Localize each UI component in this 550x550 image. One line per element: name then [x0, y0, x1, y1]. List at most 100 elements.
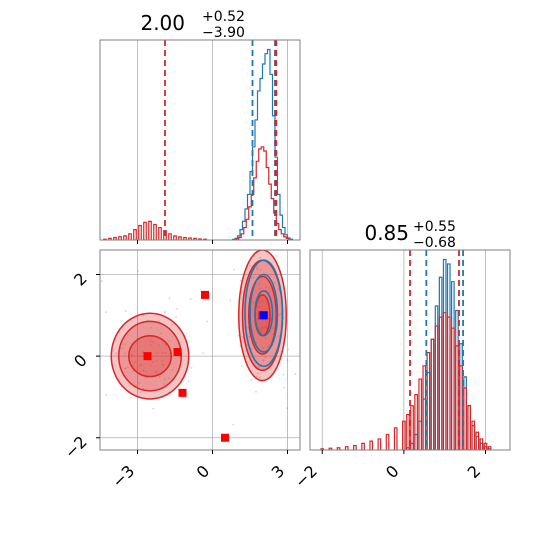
sample-point: [164, 311, 166, 314]
sample-point: [262, 347, 264, 350]
sample-point: [142, 387, 145, 390]
sample-point: [152, 341, 154, 344]
sample-point: [121, 347, 124, 350]
sample-point: [139, 364, 141, 367]
sample-point: [282, 373, 285, 376]
histogram-b-series: [320, 312, 492, 450]
sample-point: [115, 352, 118, 355]
marker-b-0: [143, 352, 152, 361]
sample-point: [155, 360, 158, 362]
marker-b-3: [201, 290, 209, 299]
sample-point: [257, 366, 260, 368]
sample-point: [142, 350, 145, 353]
sample-point: [164, 351, 167, 354]
sample-point: [252, 301, 255, 304]
sample-point: [161, 363, 164, 366]
y-tick-label-2: 2: [70, 269, 91, 290]
sample-point: [278, 313, 281, 316]
sample-point: [163, 378, 166, 381]
sample-point: [167, 377, 170, 379]
sample-point: [243, 245, 245, 247]
sample-point: [124, 352, 126, 355]
sample-point: [149, 364, 152, 367]
right-panel-title-minus: −0.68: [413, 235, 456, 251]
sample-point: [233, 268, 235, 271]
contour-a-cluster-2-level-1: [249, 273, 279, 353]
sample-point: [124, 367, 127, 370]
sample-point: [262, 359, 265, 362]
top-panel-title-plus: +0.52: [202, 9, 245, 25]
sample-point: [278, 335, 280, 337]
x-tick-label-0: −3: [108, 461, 138, 491]
sample-point: [266, 244, 268, 246]
sample-point: [105, 393, 108, 396]
sample-point: [190, 367, 193, 369]
sample-point: [275, 255, 278, 257]
sample-point: [161, 352, 164, 354]
sample-point: [253, 255, 256, 257]
sample-point: [241, 335, 244, 338]
sample-point: [131, 353, 133, 356]
sample-point: [289, 242, 291, 244]
panel-frame: [99, 39, 301, 241]
sample-point: [265, 324, 268, 327]
sample-point: [239, 279, 242, 282]
sample-point: [164, 310, 166, 313]
sample-point: [142, 351, 144, 354]
sample-point: [264, 356, 267, 359]
sample-point: [283, 386, 286, 389]
sample-point: [259, 287, 262, 290]
sample-point: [240, 365, 243, 368]
x-tick-label-1: 0: [193, 461, 214, 482]
histogram-b-series: [103, 146, 290, 240]
histogram-right-panel: −2 0 2: [291, 249, 511, 492]
sample-point: [258, 301, 260, 304]
sample-point: [149, 340, 152, 342]
sample-point: [130, 396, 133, 399]
sample-point: [257, 234, 259, 236]
sample-point: [261, 359, 264, 362]
histogram-a-series: [406, 258, 492, 450]
sample-point: [237, 334, 240, 337]
sample-point: [232, 423, 235, 426]
sample-point: [161, 359, 164, 362]
sample-point: [259, 376, 261, 379]
sample-point: [256, 266, 259, 269]
right-panel-title: 0.85: [364, 221, 409, 245]
sample-point: [162, 364, 165, 367]
sample-point: [132, 369, 135, 372]
sample-point: [256, 268, 259, 271]
sample-point: [294, 373, 297, 375]
sample-point: [124, 343, 126, 346]
sample-point: [265, 285, 267, 288]
sample-point: [229, 299, 232, 302]
sample-point: [124, 367, 126, 370]
sample-point: [156, 352, 159, 355]
sample-point: [131, 354, 133, 357]
panel-frame: [309, 249, 511, 451]
sample-point: [287, 348, 290, 351]
sample-point: [256, 372, 259, 375]
plot-area: [100, 234, 300, 450]
x-tick-label-2: 2: [464, 461, 485, 482]
sample-point: [258, 283, 261, 286]
x-tick-label-0: −2: [291, 461, 321, 491]
sample-point: [127, 366, 129, 369]
sample-point: [152, 407, 155, 410]
sample-point: [140, 363, 143, 366]
sample-point: [136, 270, 139, 272]
sample-point: [134, 361, 137, 364]
sample-point: [260, 330, 263, 333]
sample-point: [175, 316, 177, 319]
sample-point: [248, 336, 251, 338]
histogram-top-panel: [99, 39, 301, 244]
sample-point: [144, 370, 147, 373]
sample-point: [187, 380, 190, 383]
sample-point: [264, 337, 267, 340]
sample-point: [175, 308, 178, 310]
sample-point: [249, 264, 251, 267]
sample-point: [258, 306, 260, 308]
sample-point: [142, 369, 145, 372]
sample-point: [261, 300, 264, 303]
sample-point: [260, 327, 263, 329]
